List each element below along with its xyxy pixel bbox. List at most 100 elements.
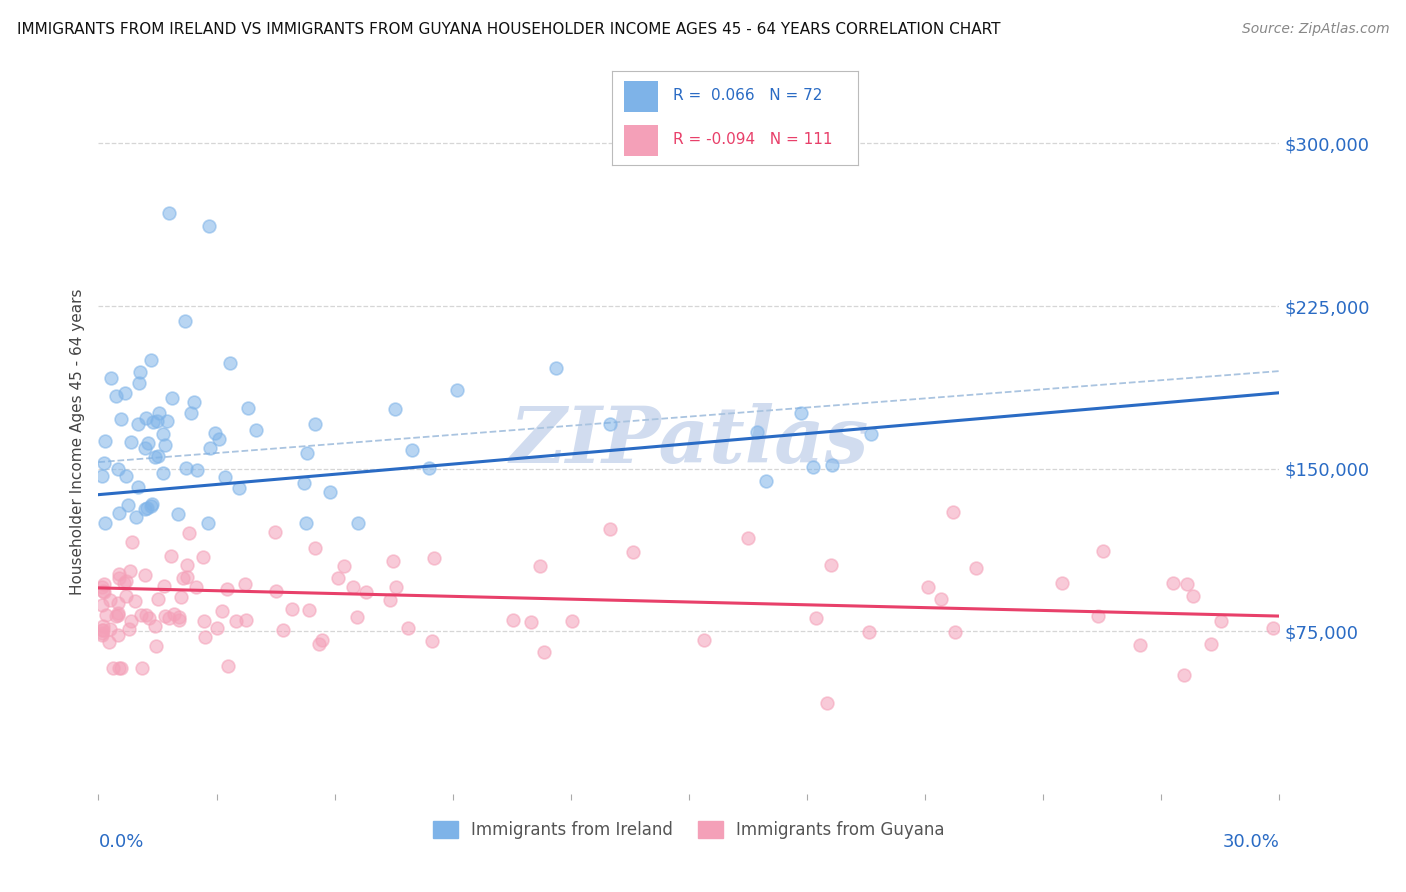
- Text: R = -0.094   N = 111: R = -0.094 N = 111: [673, 132, 832, 147]
- Point: [1050, 575, 1073, 590]
- Point: [94, 516, 117, 530]
- Point: [235, 613, 257, 627]
- Point: [332, 559, 354, 574]
- Point: [197, 219, 219, 233]
- Point: [396, 622, 419, 636]
- Point: [104, 609, 127, 624]
- Point: [129, 365, 152, 379]
- Point: [91, 580, 114, 594]
- Point: [183, 394, 205, 409]
- Point: [148, 449, 170, 463]
- Point: [1163, 576, 1185, 591]
- Point: [107, 462, 129, 476]
- Point: [186, 463, 208, 477]
- Point: [121, 614, 143, 628]
- Point: [1199, 638, 1222, 652]
- Point: [94, 608, 117, 623]
- Point: [129, 607, 152, 622]
- Point: [264, 524, 287, 539]
- Point: [160, 391, 183, 405]
- Point: [184, 580, 207, 594]
- Point: [134, 502, 156, 516]
- Point: [118, 623, 141, 637]
- Point: [145, 640, 167, 654]
- Point: [163, 607, 186, 621]
- Point: [153, 579, 176, 593]
- Point: [1173, 667, 1195, 681]
- Point: [124, 594, 146, 608]
- Point: [342, 580, 364, 594]
- Point: [346, 610, 368, 624]
- Point: [747, 425, 769, 439]
- Y-axis label: Householder Income Ages 45 - 64 years: Householder Income Ages 45 - 64 years: [70, 288, 86, 595]
- Point: [153, 609, 176, 624]
- Point: [354, 585, 377, 599]
- Point: [143, 618, 166, 632]
- Point: [94, 434, 117, 448]
- Point: [139, 500, 162, 514]
- Point: [804, 611, 827, 625]
- Point: [204, 426, 226, 441]
- Point: [93, 619, 115, 633]
- Point: [281, 602, 304, 616]
- Point: [815, 696, 838, 710]
- Point: [174, 314, 197, 328]
- Point: [107, 596, 129, 610]
- Point: [117, 498, 139, 512]
- Point: [211, 604, 233, 618]
- Text: IMMIGRANTS FROM IRELAND VS IMMIGRANTS FROM GUYANA HOUSEHOLDER INCOME AGES 45 - 6: IMMIGRANTS FROM IRELAND VS IMMIGRANTS FR…: [17, 22, 1001, 37]
- Point: [174, 461, 197, 475]
- Point: [308, 637, 330, 651]
- Point: [138, 436, 160, 450]
- Point: [93, 585, 115, 599]
- Point: [820, 558, 842, 572]
- Point: [621, 545, 644, 559]
- Point: [737, 531, 759, 545]
- Point: [1087, 609, 1109, 624]
- Point: [146, 591, 169, 606]
- Point: [311, 632, 333, 647]
- Point: [423, 551, 446, 566]
- Point: [152, 467, 174, 481]
- Point: [135, 500, 157, 515]
- Point: [304, 541, 326, 555]
- Point: [110, 661, 132, 675]
- Point: [107, 628, 129, 642]
- Point: [107, 571, 129, 585]
- Point: [245, 423, 267, 437]
- Point: [91, 628, 114, 642]
- Point: [98, 593, 121, 607]
- Point: [107, 607, 129, 622]
- Point: [143, 450, 166, 464]
- Point: [180, 406, 202, 420]
- Point: [97, 635, 120, 649]
- Point: [93, 576, 115, 591]
- Point: [103, 661, 125, 675]
- Point: [544, 361, 567, 376]
- Point: [152, 427, 174, 442]
- Point: [176, 569, 198, 583]
- Point: [790, 406, 813, 420]
- Point: [107, 606, 129, 620]
- Point: [384, 401, 406, 416]
- Point: [100, 371, 122, 385]
- Point: [561, 614, 583, 628]
- Point: [215, 582, 238, 596]
- FancyBboxPatch shape: [624, 125, 658, 156]
- Point: [233, 577, 256, 591]
- Point: [401, 442, 423, 457]
- Point: [1263, 621, 1285, 635]
- Point: [860, 427, 883, 442]
- Point: [965, 561, 987, 575]
- Point: [295, 516, 318, 530]
- Point: [529, 559, 551, 574]
- Point: [131, 661, 153, 675]
- Point: [118, 564, 141, 578]
- Point: [533, 645, 555, 659]
- Point: [420, 634, 443, 648]
- Point: [1209, 614, 1232, 628]
- Point: [110, 412, 132, 426]
- Point: [225, 614, 247, 628]
- Point: [157, 206, 180, 220]
- FancyBboxPatch shape: [624, 81, 658, 112]
